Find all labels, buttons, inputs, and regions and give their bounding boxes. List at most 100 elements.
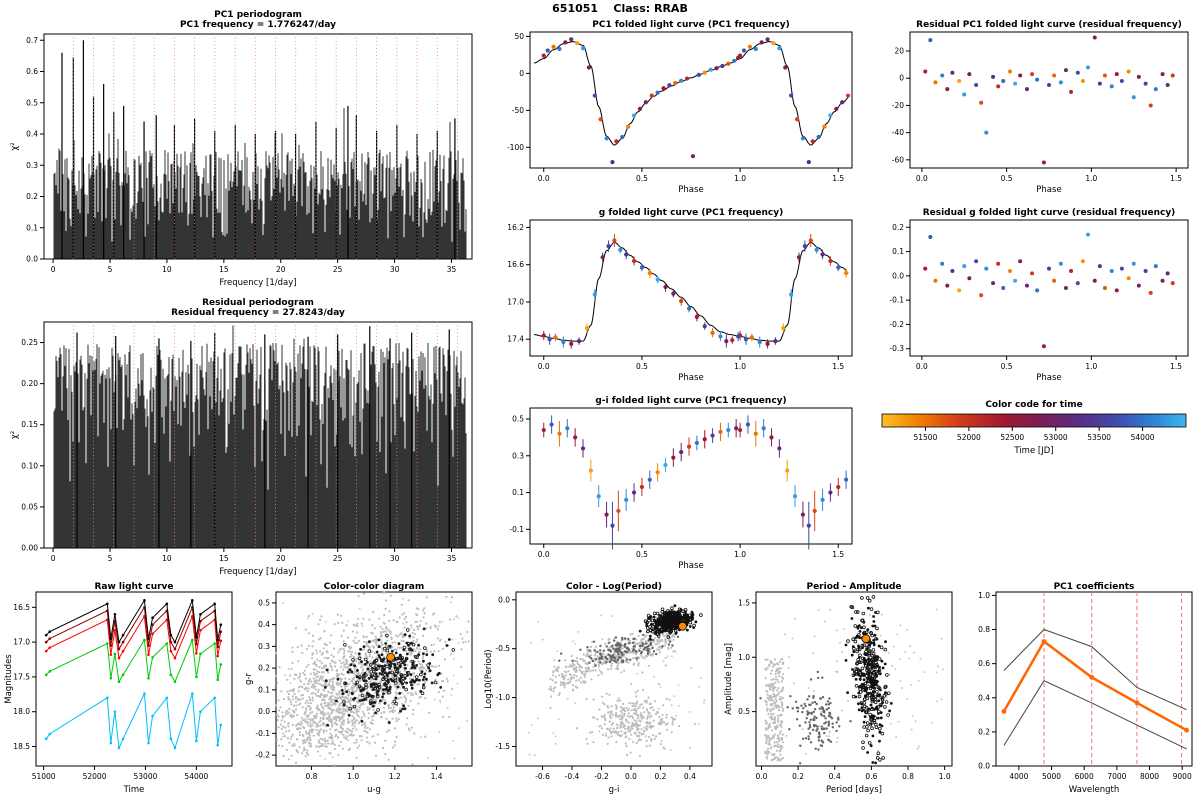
svg-text:0.8: 0.8 [902,772,914,781]
svg-text:18.0: 18.0 [13,707,30,716]
panel-color_logperiod: Color - Log(Period) -0.6 -0.4 -0.2 0.0 0.2 0.4… [482,578,718,796]
svg-text:17.0: 17.0 [507,297,524,306]
svg-text:0.3: 0.3 [512,451,524,460]
svg-text:χ²: χ² [10,431,20,439]
svg-text:1.2: 1.2 [389,772,401,781]
svg-text:0.15: 0.15 [21,420,38,429]
svg-text:χ²: χ² [10,142,20,150]
svg-text:0.05: 0.05 [21,502,38,511]
svg-text:Magnitudes: Magnitudes [4,654,14,704]
panel-color_color: Color-color diagram 0.8 1.0 1.2 1.4 -0.2 -0.1 0… [242,578,478,796]
svg-text:30: 30 [390,554,400,563]
svg-text:52000: 52000 [957,433,981,442]
svg-text:0.0: 0.0 [892,271,904,280]
svg-text:0.2: 0.2 [654,772,666,781]
svg-text:-0.1: -0.1 [509,525,524,534]
svg-text:-0.3: -0.3 [889,344,904,353]
svg-text:0.0: 0.0 [258,707,270,716]
svg-text:Color - Log(Period): Color - Log(Period) [566,582,662,592]
svg-text:0.4: 0.4 [258,620,270,629]
svg-text:g-i: g-i [609,785,620,795]
svg-text:20: 20 [276,554,286,563]
svg-text:35: 35 [447,554,457,563]
svg-text:53000: 53000 [134,772,158,781]
svg-text:35: 35 [447,265,457,274]
svg-text:25: 25 [333,554,343,563]
svg-text:0.1: 0.1 [258,685,270,694]
svg-text:0.3: 0.3 [26,161,38,170]
g_folded-chart: g folded light curve (PC1 frequency) 0.0 0… [507,208,853,383]
svg-text:-50: -50 [512,106,524,115]
svg-text:Period [days]: Period [days] [826,785,882,795]
svg-text:-0.2: -0.2 [889,320,904,329]
svg-text:30: 30 [390,265,400,274]
panel-gi_folded: g-i folded light curve (PC1 frequency) 0.… [492,392,860,572]
panel-pc1_periodogram: PC1 periodogram PC1 frequency = 1.776247/… [8,6,480,289]
svg-text:0.5: 0.5 [1001,362,1013,371]
svg-text:Frequency [1/day]: Frequency [1/day] [219,567,296,577]
svg-text:54000: 54000 [1131,433,1155,442]
svg-text:Phase: Phase [678,373,703,383]
svg-text:0.5: 0.5 [1001,174,1013,183]
svg-text:0.3: 0.3 [258,642,270,651]
svg-text:1.0: 1.0 [738,653,750,662]
svg-text:0: 0 [51,265,56,274]
svg-text:0.0: 0.0 [756,772,768,781]
svg-text:Phase: Phase [1036,373,1061,383]
svg-text:0.5: 0.5 [636,174,648,183]
svg-text:10: 10 [162,554,172,563]
time_colorbar-chart: Color code for time 51500 52000 52500 53000 5… [881,400,1187,456]
svg-text:0.0: 0.0 [498,595,510,604]
svg-text:0.5: 0.5 [636,362,648,371]
svg-text:10: 10 [162,265,172,274]
svg-text:0.20: 0.20 [21,379,38,388]
svg-text:1.0: 1.0 [347,772,359,781]
svg-text:0.00: 0.00 [21,544,38,553]
svg-text:1.0: 1.0 [1085,174,1097,183]
svg-text:PC1 folded light curve (PC1 fr: PC1 folded light curve (PC1 frequency) [592,20,790,30]
svg-text:0.5: 0.5 [258,598,270,607]
svg-text:20: 20 [894,47,904,56]
color_color-chart: Color-color diagram 0.8 1.0 1.2 1.4 -0.2 -0.1 0… [244,582,473,795]
svg-text:Raw light curve: Raw light curve [94,582,173,592]
svg-text:1.5: 1.5 [832,174,844,183]
svg-text:0.5: 0.5 [26,98,38,107]
svg-text:17.5: 17.5 [13,672,30,681]
svg-text:1.0: 1.0 [734,362,746,371]
svg-text:1.5: 1.5 [832,550,844,559]
svg-text:Time: Time [123,785,145,795]
svg-text:Residual PC1 folded light curv: Residual PC1 folded light curve (residua… [916,20,1182,30]
svg-text:0.2: 0.2 [792,772,804,781]
svg-text:-100: -100 [507,143,524,152]
svg-text:16.6: 16.6 [507,260,524,269]
svg-text:-0.2: -0.2 [594,772,609,781]
svg-text:g folded light curve (PC1 freq: g folded light curve (PC1 frequency) [599,208,783,218]
svg-text:-20: -20 [892,101,904,110]
svg-text:25: 25 [333,265,343,274]
svg-text:0.4: 0.4 [829,772,841,781]
svg-text:0.7: 0.7 [26,36,38,45]
svg-text:17.4: 17.4 [507,335,524,344]
svg-text:g-r: g-r [244,673,254,685]
svg-text:18.5: 18.5 [13,742,30,751]
svg-text:-0.2: -0.2 [255,751,270,760]
figure-title: 651051 Class: RRAB [552,2,688,15]
pc1_folded-chart: PC1 folded light curve (PC1 frequency) 0.… [507,20,853,195]
svg-text:53000: 53000 [1044,433,1068,442]
svg-text:1.0: 1.0 [734,550,746,559]
svg-text:15: 15 [219,265,229,274]
svg-text:Log10(Period): Log10(Period) [484,649,494,708]
svg-text:0.0: 0.0 [916,174,928,183]
svg-text:0.5: 0.5 [636,550,648,559]
svg-text:0.2: 0.2 [26,192,38,201]
res_pc1_folded-chart: Residual PC1 folded light curve (residua… [892,20,1189,195]
raw_light_curve-chart: Raw light curve 51000 52000 53000 54000 16.5 1… [4,582,233,795]
svg-text:51000: 51000 [32,772,56,781]
svg-text:0.10: 0.10 [21,461,38,470]
svg-text:0.1: 0.1 [26,223,38,232]
svg-text:0.0: 0.0 [538,362,550,371]
svg-text:-40: -40 [892,128,904,137]
svg-text:5: 5 [108,265,113,274]
